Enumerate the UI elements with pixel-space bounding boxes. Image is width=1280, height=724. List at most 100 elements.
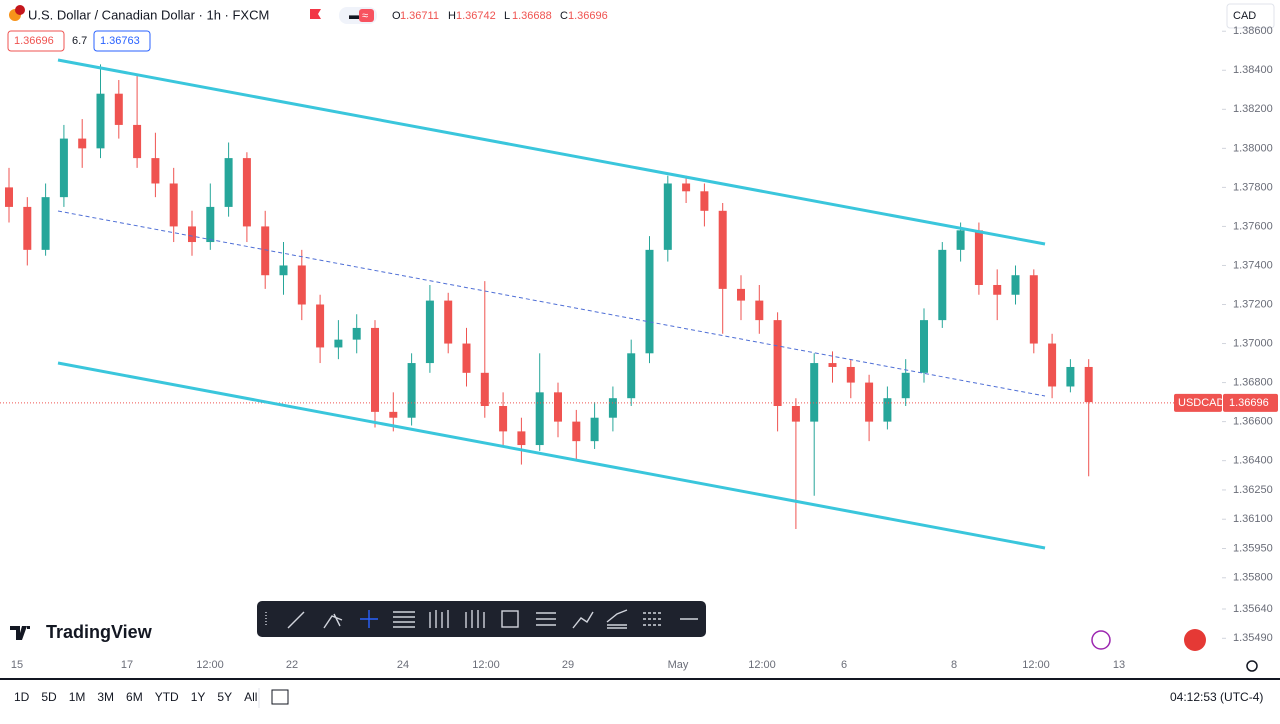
y-tick-label: 1.37800 [1233,181,1273,193]
channel-middle [57,210,1046,397]
drawing-toolbar [257,601,706,637]
x-tick-label: May [668,659,689,671]
ohlc-key: C [560,10,568,22]
x-tick-label: 12:00 [196,659,224,671]
candle-body [938,249,947,321]
candle-body [846,366,855,383]
toggle-icon: ▬ [349,8,361,22]
candle-body [682,183,691,192]
candle-body [444,300,453,344]
y-tick-label: 1.37400 [1233,259,1273,271]
sell-box[interactable] [7,30,65,52]
x-tick-label: 12:00 [472,659,500,671]
candle-body [169,183,178,227]
x-tick-label: 29 [562,659,574,671]
flag[interactable] [310,9,321,19]
candle-body [133,124,142,159]
candle-body [1029,275,1038,344]
candle-body [883,398,892,422]
ohlc-legend: O 1.36711 H 1.36742 L 1.36688 C 1.36696 [392,10,608,22]
candle-body [865,382,874,422]
candle-body [371,327,379,412]
ohlc-key: L [504,10,510,22]
candle-body [78,138,87,149]
candle-body [480,372,489,407]
settings-icon[interactable] [1246,660,1258,672]
ask-price: 1.36763 [100,35,140,47]
range-button[interactable]: 6M [126,690,143,704]
candle-body [499,406,508,432]
toggle-icon [359,9,374,22]
channel-lower [57,361,1046,550]
x-tick-label: 12:00 [1022,659,1050,671]
candle-body [737,288,745,301]
range-button[interactable]: YTD [155,690,179,704]
candle-body [791,406,800,422]
currency-box[interactable] [1226,3,1275,29]
candle-body [23,206,32,250]
x-tick-label: 8 [951,659,957,671]
candle-body [828,363,837,367]
range-button[interactable]: 3M [97,690,114,704]
range-buttons: 1D 5D 1M 3M 6M YTD 1Y 5Y All [14,690,257,704]
range-button[interactable]: 5Y [217,690,232,704]
range-button[interactable]: All [244,690,257,704]
candle-body [663,183,672,250]
y-tick-label: 1.37600 [1233,220,1273,232]
ohlc-value: 1.36688 [512,10,552,22]
clock: 04:12:53 (UTC-4) [1170,690,1263,704]
y-tick-label: 1.38000 [1233,142,1273,154]
buy-box[interactable] [93,30,151,52]
y-tick-label: 1.35800 [1233,572,1273,584]
price-label-box [1223,393,1278,412]
x-tick-label: 24 [397,659,409,671]
y-tick-label: 1.36100 [1233,513,1273,525]
candle-body [608,398,617,418]
y-tick-label: 1.38400 [1233,64,1273,76]
range-button[interactable]: 5D [41,690,57,704]
candle-body [41,197,50,250]
range-button[interactable]: 1Y [191,690,206,704]
candle-body [389,411,398,418]
range-button[interactable]: 1D [14,690,30,704]
candle-body [151,158,160,184]
candle-body [334,339,343,348]
candle-body [462,343,471,373]
candle-body [535,392,544,446]
currency: CAD [1233,10,1256,22]
candle-body [279,265,288,276]
alert-icon[interactable] [1091,630,1111,650]
candle-body [810,363,819,422]
ohlc-value: 1.36742 [456,10,496,22]
toggle-icon: ≈ [362,10,368,22]
x-tick-label: 12:00 [748,659,776,671]
candle-body [188,226,196,243]
symbol-label-box [1174,393,1222,412]
y-tick-label: 1.36600 [1233,416,1273,428]
candle-body [96,93,105,149]
logo-mark [10,626,30,640]
candle-body [1048,343,1057,387]
candle-body [572,421,581,442]
candle-body [242,158,251,227]
candle-body [590,417,599,442]
flag-icon[interactable] [1184,629,1206,651]
goto-date-icon[interactable] [271,689,289,705]
symbol-label: USDCAD [1178,397,1225,409]
candle-body [297,265,306,305]
x-tick-label: 22 [286,659,298,671]
range-button[interactable]: 1M [69,690,86,704]
candle-body [956,230,965,250]
footer-bar [0,680,1280,719]
y-tick-label: 1.36250 [1233,484,1273,496]
x-tick-label: 6 [841,659,847,671]
logo-text: TradingView [46,622,153,642]
candle-body [920,320,928,373]
ohlc-key: O [392,10,401,22]
y-tick-label: 1.35640 [1233,603,1273,615]
y-tick-label: 1.36800 [1233,376,1273,388]
candle-body [645,249,654,354]
divider [0,678,1280,680]
y-tick-label: 1.35950 [1233,542,1273,554]
